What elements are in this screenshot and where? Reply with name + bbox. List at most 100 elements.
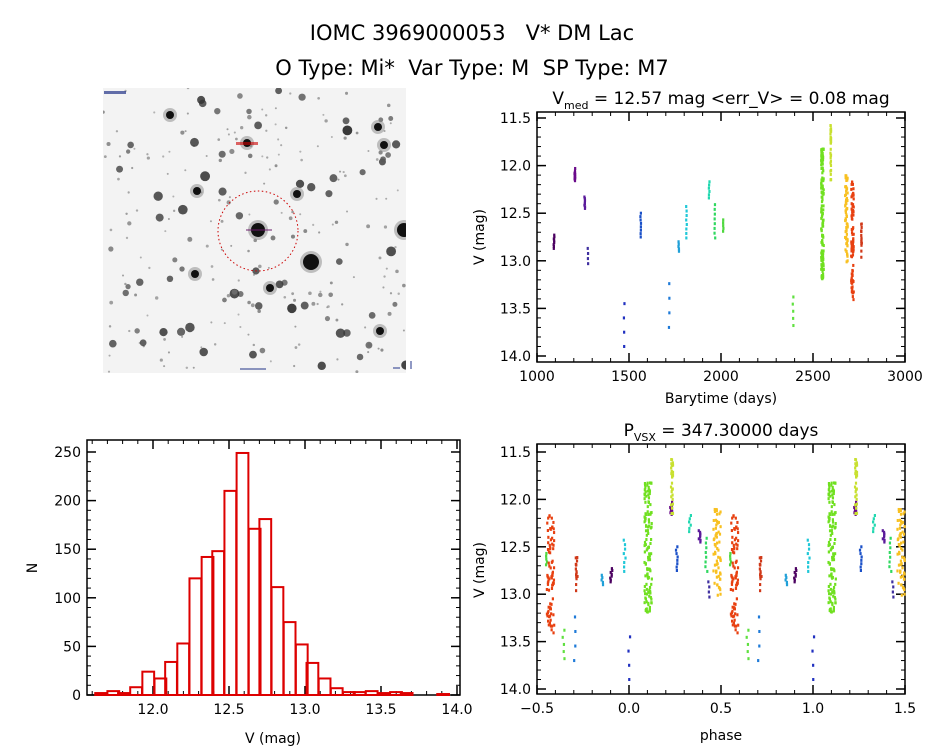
data-point (601, 580, 605, 584)
data-point (829, 607, 832, 611)
data-point (855, 502, 859, 506)
star (159, 327, 168, 337)
data-point (860, 225, 863, 229)
data-point (609, 576, 612, 580)
data-point (622, 316, 626, 320)
data-point (859, 569, 863, 572)
data-point (855, 506, 858, 510)
histogram-bar (153, 677, 168, 697)
data-point (845, 252, 849, 256)
data-point (649, 589, 652, 593)
data-point (822, 191, 825, 195)
data-point (828, 518, 831, 522)
data-point (648, 492, 651, 496)
star (275, 88, 283, 95)
data-point (860, 222, 863, 226)
data-point (903, 588, 906, 592)
data-point (575, 559, 579, 563)
star (213, 343, 217, 346)
histogram-bar (342, 691, 356, 696)
data-point (547, 588, 551, 592)
data-point (705, 546, 708, 550)
star (153, 191, 163, 201)
star (108, 246, 114, 252)
data-point (827, 497, 830, 501)
data-point (731, 550, 735, 554)
data-point (718, 532, 722, 536)
data-point (821, 222, 824, 226)
data-point (643, 560, 646, 564)
star (375, 197, 378, 200)
data-point (624, 556, 627, 560)
data-point (828, 490, 831, 494)
data-point (646, 483, 649, 487)
star (290, 234, 296, 239)
data-point (852, 248, 855, 252)
star (167, 351, 170, 354)
data-point (730, 581, 734, 585)
data-point (705, 555, 708, 559)
data-point (795, 569, 798, 572)
star (318, 231, 321, 234)
data-point (860, 558, 863, 562)
data-point (833, 595, 836, 599)
star (334, 220, 339, 225)
data-point (670, 495, 673, 499)
star (146, 156, 150, 160)
data-point (545, 554, 548, 558)
data-point (729, 560, 733, 564)
data-point (834, 552, 837, 556)
data-point (828, 597, 832, 601)
data-point (552, 520, 555, 524)
data-point (850, 249, 853, 253)
data-point (546, 547, 550, 551)
star (205, 154, 208, 157)
data-point (897, 581, 900, 585)
data-point (820, 158, 823, 162)
star (389, 122, 392, 125)
data-point (846, 244, 849, 248)
data-point (550, 628, 553, 632)
data-point (733, 618, 736, 622)
data-point (888, 550, 891, 554)
data-point (831, 518, 834, 522)
data-point (828, 543, 831, 547)
data-point (900, 546, 903, 550)
data-point (807, 561, 810, 565)
data-point (583, 198, 587, 202)
data-point (828, 516, 831, 520)
data-point (827, 584, 830, 588)
star (109, 300, 114, 305)
data-point (834, 601, 837, 605)
star (109, 339, 117, 348)
star (127, 141, 134, 149)
data-point (698, 530, 702, 534)
data-point (676, 545, 679, 549)
star (178, 204, 188, 215)
data-point (648, 481, 652, 485)
figure-subtitle: O Type: Mi* Var Type: M SP Type: M7 (275, 56, 669, 80)
star (317, 361, 326, 371)
data-point (827, 488, 830, 492)
data-point (712, 518, 715, 522)
data-point (735, 570, 738, 574)
data-point (901, 520, 904, 524)
star (392, 140, 401, 149)
data-point (807, 565, 810, 569)
data-point (712, 538, 715, 542)
data-point (758, 562, 761, 566)
data-point (899, 559, 902, 563)
data-point (730, 619, 734, 623)
data-point (645, 524, 648, 528)
data-point (713, 581, 716, 585)
star (300, 158, 303, 162)
data-point (707, 580, 710, 584)
data-point (829, 178, 832, 182)
data-point (888, 565, 891, 569)
star (383, 275, 386, 278)
data-point (831, 601, 834, 605)
data-point (747, 657, 750, 661)
data-point (820, 249, 823, 253)
data-point (650, 511, 653, 515)
star (375, 158, 379, 161)
